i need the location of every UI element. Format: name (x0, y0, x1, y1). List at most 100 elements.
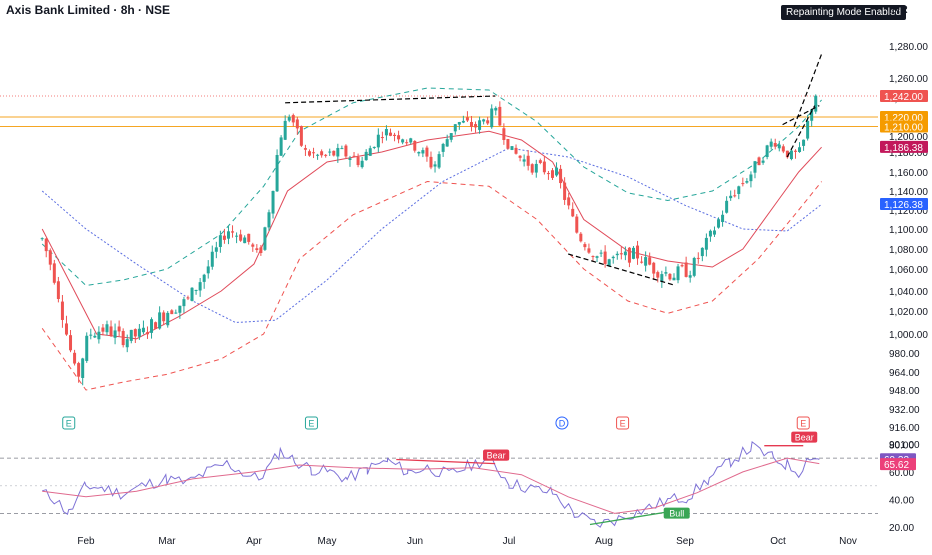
candle-body (48, 250, 52, 265)
candle-body (563, 182, 567, 200)
candle-body (150, 319, 154, 333)
repainting-mode-badge[interactable]: Repainting Mode Enabled (781, 5, 907, 20)
price-tick-label: 1,120.00 (889, 206, 928, 217)
lower-band-line (41, 180, 822, 391)
event-marker[interactable] (616, 416, 630, 430)
candle-body (202, 274, 206, 282)
candle-body (121, 330, 125, 346)
price-tick-label: 1,260.00 (889, 74, 928, 85)
candle-body (619, 253, 623, 255)
event-marker[interactable] (796, 416, 810, 430)
candle-body (299, 126, 303, 146)
candle-body (793, 150, 797, 152)
candle-body (664, 272, 668, 274)
candle-body (295, 119, 299, 129)
candle-body (591, 256, 595, 258)
price-axis-badge-label: 1,126.38 (884, 200, 923, 211)
event-marker[interactable] (304, 416, 318, 430)
candle-body (113, 330, 117, 338)
candle-body (324, 154, 328, 156)
price-tick-label: 1,140.00 (889, 187, 928, 198)
rsi-tick-label: 80.00 (889, 440, 914, 451)
event-marker[interactable] (555, 416, 569, 430)
candle-body (271, 190, 275, 214)
candle-body (77, 363, 81, 377)
candle-body (344, 145, 348, 157)
candle-body (522, 159, 526, 162)
candle-body (680, 265, 684, 267)
price-tick-label: 1,080.00 (889, 245, 928, 256)
candle-body (692, 257, 696, 276)
candle-body (745, 181, 749, 183)
candle-body (117, 326, 121, 332)
candle-body (542, 161, 546, 173)
candle-body (785, 150, 789, 158)
candle-body (595, 256, 599, 258)
divergence-label: Bull (669, 509, 684, 519)
candle-body (89, 334, 93, 336)
candle-body (393, 134, 397, 136)
candle-body (409, 138, 413, 143)
x-axis-month-label: Apr (246, 536, 262, 547)
candle-body (445, 139, 449, 147)
candle-body (316, 154, 320, 156)
price-tick-label: 1,200.00 (889, 132, 928, 143)
candle-body (372, 146, 376, 148)
candle-body (368, 148, 372, 156)
candle-body (178, 305, 182, 313)
candle-body (611, 256, 615, 259)
candle-body (550, 170, 554, 178)
candle-body (636, 245, 640, 259)
candle-body (644, 257, 648, 266)
candle-body (798, 147, 802, 153)
event-marker-label: D (559, 419, 566, 429)
candle-body (182, 299, 186, 307)
candle-body (510, 146, 514, 150)
x-axis-month-label: Jun (407, 536, 423, 547)
candle-body (60, 301, 64, 320)
candle-body (239, 234, 243, 241)
candle-body (328, 151, 332, 153)
candle-body (348, 158, 352, 160)
candle-body (433, 164, 437, 167)
candle-body (145, 332, 149, 335)
candle-body (283, 120, 287, 140)
x-axis-month-label: Jul (503, 536, 516, 547)
candle-body (627, 247, 631, 263)
candle-body (267, 212, 271, 228)
price-tick-label: 1,060.00 (889, 265, 928, 276)
candle-body (777, 144, 781, 149)
price-tick-label: 932.00 (889, 405, 920, 416)
candle-body (486, 120, 490, 124)
x-axis-month-label: Feb (77, 536, 95, 547)
candle-body (721, 214, 725, 223)
candle-body (210, 251, 214, 267)
candle-body (109, 326, 113, 337)
candle-body (656, 272, 660, 278)
candle-body (700, 247, 704, 257)
divergence-badge (663, 507, 690, 519)
pattern-trendline (568, 253, 676, 287)
price-axis-badge (880, 140, 928, 153)
rsi-axis-badge (880, 458, 916, 471)
candle-body (162, 312, 166, 322)
candle-body (222, 235, 226, 240)
candle-body (312, 152, 316, 154)
divergence-line (589, 510, 676, 526)
candle-body (814, 95, 818, 112)
price-axis-badge-label: 1,210.00 (884, 123, 923, 134)
candle-body (769, 141, 773, 147)
x-axis-month-label: May (318, 536, 337, 547)
event-marker[interactable] (62, 416, 76, 430)
price-axis-badge (880, 90, 928, 102)
candle-body (567, 197, 571, 206)
candle-body (688, 275, 692, 278)
candle-body (802, 139, 806, 146)
candle-body (133, 329, 137, 337)
candle-body (198, 282, 202, 291)
candle-body (125, 339, 129, 348)
candle-body (712, 230, 716, 235)
candle-body (704, 237, 708, 250)
